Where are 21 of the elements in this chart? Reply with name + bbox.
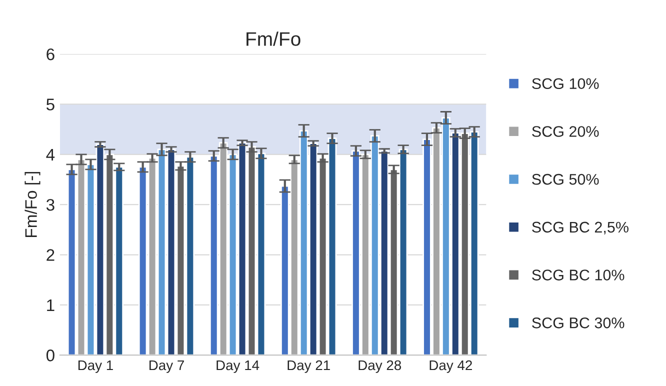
x-tick-label: Day 42 xyxy=(430,360,472,373)
y-tick-label: 0 xyxy=(46,350,54,362)
y-tick-label: 2 xyxy=(46,249,54,261)
x-tick-label: Day 21 xyxy=(288,360,330,373)
x-tick-label: Day 14 xyxy=(216,360,260,373)
y-tick-label: 3 xyxy=(46,198,54,211)
legend-label: SCG 20% xyxy=(532,126,599,137)
y-tick-label: 5 xyxy=(46,98,54,110)
legend-label: SCG BC 2,5% xyxy=(532,222,628,234)
legend-label: SCG BC 30% xyxy=(532,317,624,328)
chart-title: Fm/Fo xyxy=(246,32,300,46)
x-tick-label: Day 28 xyxy=(358,360,402,373)
y-axis-title: Fm/Fo [-] xyxy=(24,172,40,238)
legend-label: SCG 50% xyxy=(532,174,599,185)
x-tick-label: Day 1 xyxy=(78,360,113,373)
y-tick-label: 4 xyxy=(46,148,55,160)
legend-label: SCG 10% xyxy=(532,78,599,90)
y-tick-label: 1 xyxy=(47,300,54,311)
legend-label: SCG BC 10% xyxy=(532,270,624,280)
y-tick-label: 6 xyxy=(46,48,54,60)
x-tick-label: Day 7 xyxy=(150,360,184,373)
